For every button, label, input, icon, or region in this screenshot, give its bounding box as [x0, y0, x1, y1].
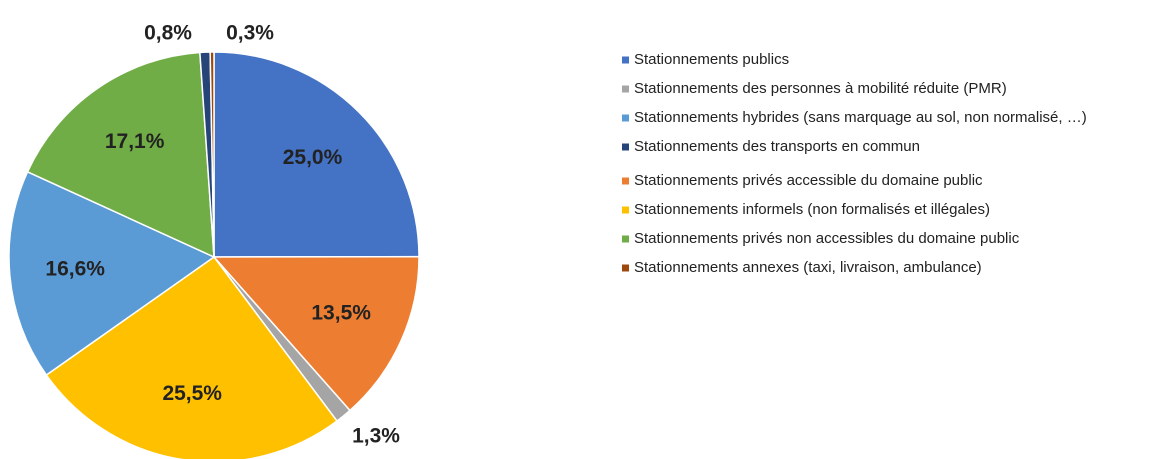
data-label: 16,6% — [45, 257, 105, 280]
legend-swatch — [622, 85, 629, 93]
legend-swatch — [622, 235, 629, 243]
legend-label: Stationnements informels (non formalisés… — [634, 201, 990, 218]
legend-swatch — [622, 206, 629, 214]
pie-slice — [213, 51, 420, 258]
pie-slice — [45, 255, 339, 459]
legend-swatch — [622, 114, 629, 122]
legend-label: Stationnements annexes (taxi, livraison,… — [634, 259, 982, 276]
legend-swatch — [622, 143, 629, 151]
data-label: 25,0% — [283, 146, 343, 169]
pie-slice — [8, 170, 216, 377]
legend-label: Stationnements des personnes à mobilité … — [634, 80, 1007, 97]
legend-label: Stationnements hybrides (sans marquage a… — [634, 109, 1087, 126]
data-label: 0,8% — [144, 22, 192, 45]
legend-swatch — [622, 56, 629, 64]
legend-swatch — [622, 177, 629, 185]
legend-label: Stationnements privés non accessibles du… — [634, 230, 1020, 247]
legend-label: Stationnements publics — [634, 51, 789, 68]
pie-slice — [26, 51, 215, 259]
legend-swatch — [622, 264, 629, 272]
data-label: 13,5% — [311, 302, 371, 325]
pie-slice — [209, 51, 215, 258]
legend-label: Stationnements des transports en commun — [634, 138, 920, 155]
data-label: 0,3% — [226, 22, 274, 45]
data-label: 1,3% — [352, 425, 400, 448]
legend-label: Stationnements privés accessible du doma… — [634, 172, 983, 189]
pie-slice — [212, 255, 420, 412]
data-label: 25,5% — [162, 382, 222, 405]
data-label: 17,1% — [105, 130, 165, 153]
